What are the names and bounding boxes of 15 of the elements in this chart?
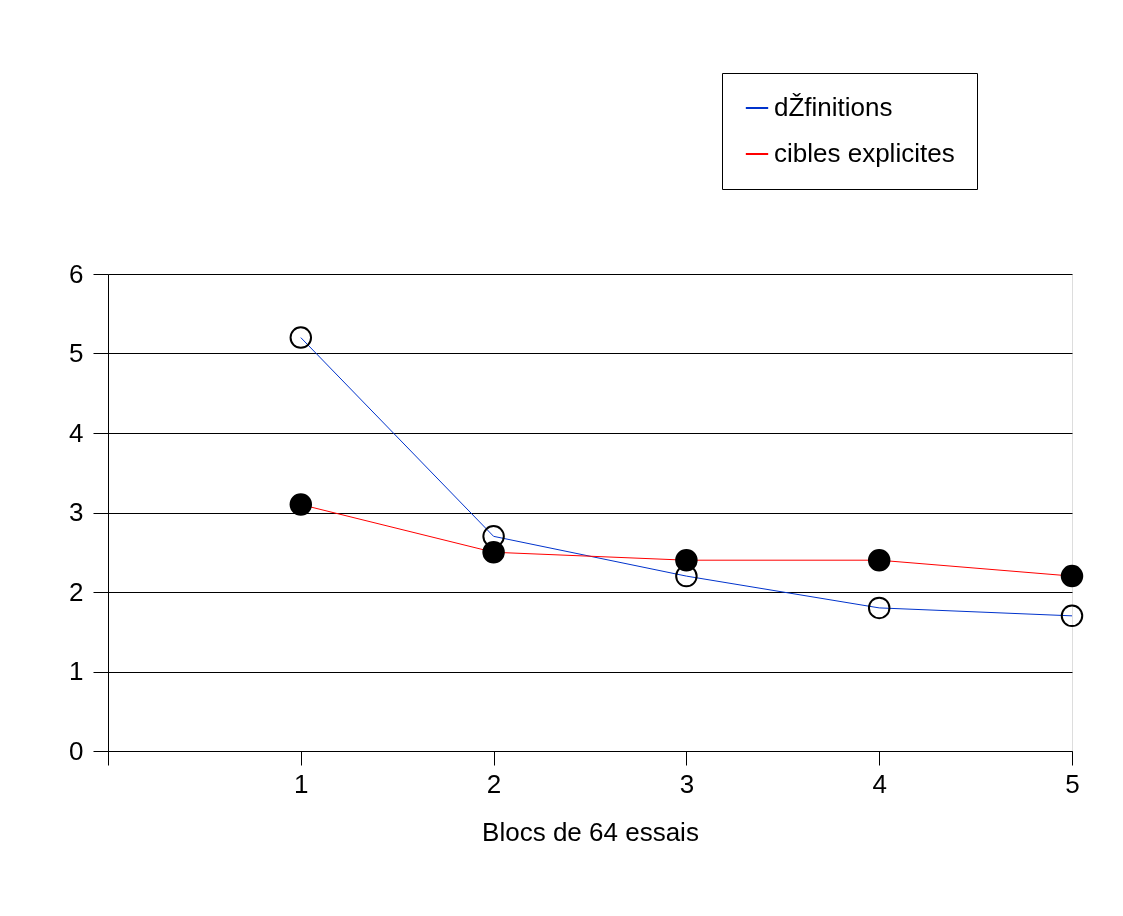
y-tick-label: 0 (69, 735, 84, 766)
x-tick-label: 1 (294, 768, 309, 799)
y-tick-label: 5 (69, 338, 84, 368)
legend-label: cibles explicites (774, 138, 955, 168)
x-tick-label: 5 (1065, 768, 1080, 799)
x-axis-title: Blocs de 64 essais (482, 816, 699, 847)
legend-label: dŽfinitions (774, 92, 893, 122)
x-tick-label: 2 (486, 768, 502, 799)
y-tick-label: 2 (69, 576, 84, 607)
x-tick-label: 3 (679, 768, 695, 799)
y-tick-label: 3 (69, 497, 84, 527)
y-tick-label: 4 (69, 417, 84, 448)
x-tick-label: 4 (872, 768, 887, 799)
y-tick-label: 6 (69, 258, 84, 289)
y-tick-label: 1 (69, 656, 84, 686)
